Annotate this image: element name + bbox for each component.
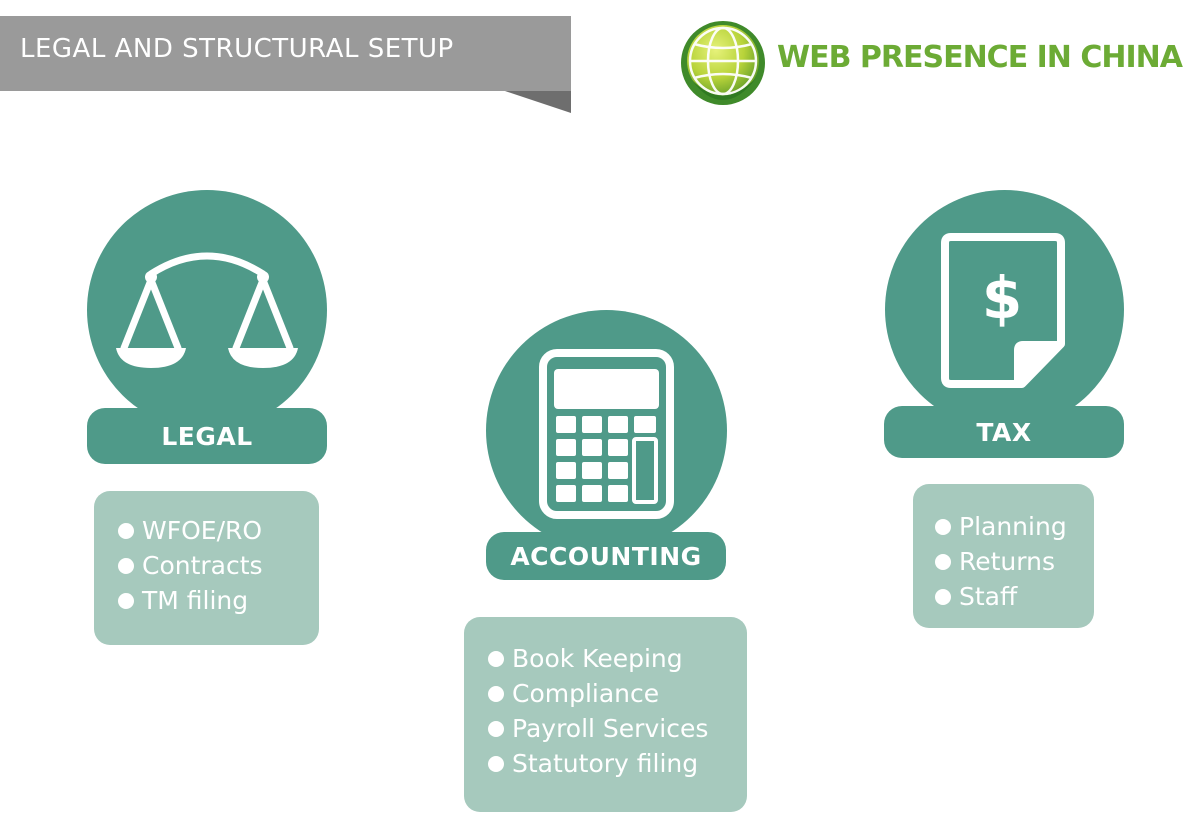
title-ribbon xyxy=(0,16,571,91)
ribbon-fold xyxy=(505,91,571,113)
list-item: WFOE/RO xyxy=(118,513,319,548)
list-item: TM filing xyxy=(118,583,319,618)
list-item: Returns xyxy=(935,544,1094,579)
bullet-icon xyxy=(935,518,951,535)
bullet-icon xyxy=(118,557,134,574)
list-item: Statutory filing xyxy=(488,746,747,781)
accounting-list: Book Keeping Compliance Payroll Services… xyxy=(464,617,747,812)
bullet-icon xyxy=(118,592,134,609)
list-item: Planning xyxy=(935,509,1094,544)
bullet-icon xyxy=(488,720,504,737)
bullet-icon xyxy=(488,685,504,702)
bullet-icon xyxy=(488,650,504,667)
legal-label: LEGAL xyxy=(87,408,327,464)
tax-list: Planning Returns Staff xyxy=(913,484,1094,628)
legal-circle xyxy=(87,190,327,430)
list-item: Payroll Services xyxy=(488,711,747,746)
scales-icon xyxy=(116,252,298,368)
list-item: Staff xyxy=(935,579,1094,614)
list-item: Compliance xyxy=(488,676,747,711)
accounting-circle xyxy=(486,310,727,551)
calculator-icon xyxy=(539,349,674,519)
accounting-label: ACCOUNTING xyxy=(486,532,726,580)
globe-logo-icon xyxy=(681,21,765,105)
bullet-icon xyxy=(935,588,951,605)
list-item: Contracts xyxy=(118,548,319,583)
bullet-icon xyxy=(488,755,504,772)
page-title: LEGAL AND STRUCTURAL SETUP xyxy=(20,34,454,64)
legal-list: WFOE/RO Contracts TM filing xyxy=(94,491,319,645)
dollar-document-icon: $ xyxy=(941,233,1065,388)
bullet-icon xyxy=(935,553,951,570)
bullet-icon xyxy=(118,522,134,539)
brand-name: WEB PRESENCE IN CHINA xyxy=(777,40,1183,75)
tax-label: TAX xyxy=(884,406,1124,458)
svg-text:$: $ xyxy=(982,264,1022,332)
list-item: Book Keeping xyxy=(488,641,747,676)
tax-circle: $ xyxy=(885,190,1124,429)
